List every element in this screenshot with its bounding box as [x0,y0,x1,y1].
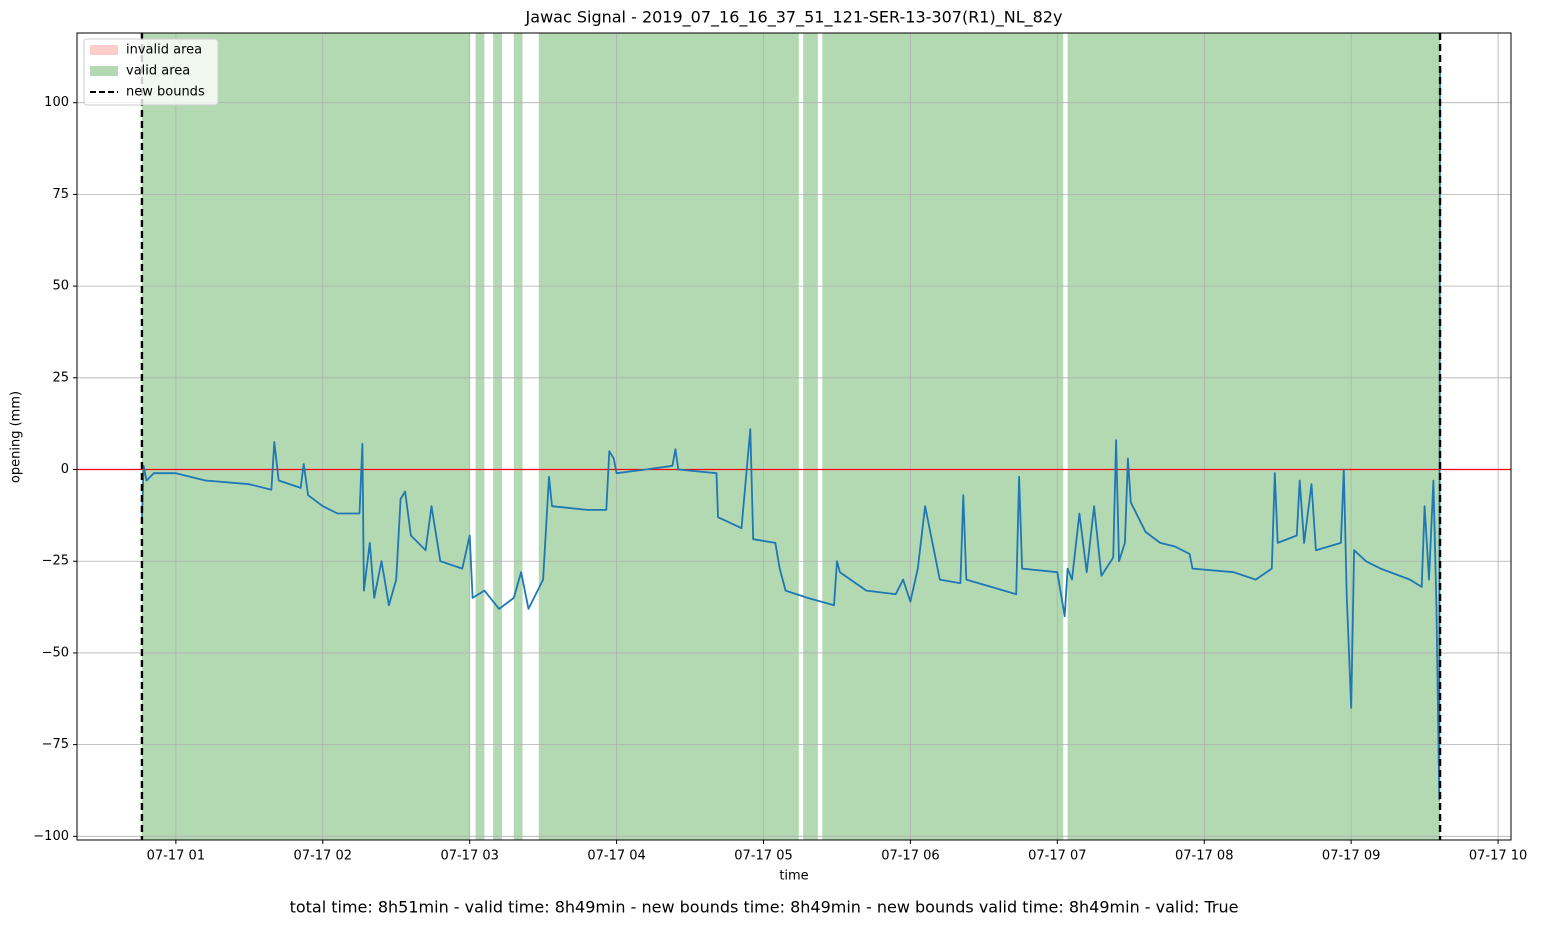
x-tick-label: 07-17 01 [147,849,205,864]
area-span [141,33,470,840]
legend-swatch [90,66,118,76]
x-tick-label: 07-17 08 [1175,849,1233,864]
x-tick-label: 07-17 03 [440,849,498,864]
legend-swatch [90,45,118,55]
x-tick-label: 07-17 05 [734,849,792,864]
signal-line [141,69,1442,801]
area-span [475,33,485,840]
y-tick-label: −100 [33,829,69,844]
area-span [513,33,523,840]
x-tick-label: 07-17 06 [881,849,939,864]
caption: total time: 8h51min - valid time: 8h49mi… [290,898,1239,917]
y-tick-label: 50 [52,279,69,294]
y-tick-label: −25 [42,554,69,569]
area-span [1067,33,1441,840]
chart-title: Jawac Signal - 2019_07_16_16_37_51_121-S… [525,8,1063,28]
legend: invalid area valid area new bounds [83,38,219,106]
legend-box [83,38,219,106]
y-tick-label: 25 [52,370,69,385]
legend-label: invalid area [126,43,202,58]
x-tick-label: 07-17 07 [1028,849,1086,864]
x-axis-label: time [779,869,808,884]
y-tick-label: 75 [52,187,69,202]
area-span [803,33,818,840]
x-tick-label: 07-17 09 [1322,849,1380,864]
x-tick-label: 07-17 04 [587,849,645,864]
y-tick-label: 0 [61,462,69,477]
axes-frame [76,32,1512,841]
y-tick-label: −50 [42,645,69,660]
area-span [538,33,799,840]
area-span [493,33,503,840]
y-tick-label: −75 [42,737,69,752]
y-tick-label: 100 [44,95,69,110]
legend-label: new bounds [126,85,205,100]
area-span [822,33,1064,840]
y-axis-label: opening (mm) [9,391,24,483]
legend-label: valid area [126,64,190,79]
x-tick-label: 07-17 02 [294,849,352,864]
x-tick-label: 07-17 10 [1469,849,1527,864]
